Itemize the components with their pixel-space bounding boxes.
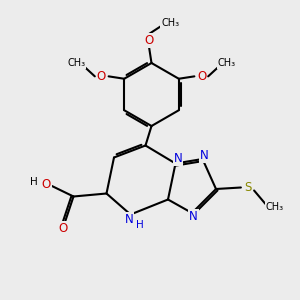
Text: H: H bbox=[136, 220, 143, 230]
Text: O: O bbox=[197, 70, 206, 83]
Text: CH₃: CH₃ bbox=[67, 58, 85, 68]
Text: S: S bbox=[244, 181, 251, 194]
Text: N: N bbox=[173, 152, 182, 166]
Text: N: N bbox=[200, 149, 208, 162]
Text: CH₃: CH₃ bbox=[218, 58, 236, 68]
Text: N: N bbox=[124, 213, 134, 226]
Text: O: O bbox=[58, 222, 68, 236]
Text: O: O bbox=[42, 178, 51, 191]
Text: H: H bbox=[30, 177, 38, 187]
Text: CH₃: CH₃ bbox=[266, 202, 284, 212]
Text: O: O bbox=[97, 70, 106, 83]
Text: N: N bbox=[189, 210, 198, 223]
Text: O: O bbox=[145, 34, 154, 47]
Text: CH₃: CH₃ bbox=[161, 18, 179, 28]
